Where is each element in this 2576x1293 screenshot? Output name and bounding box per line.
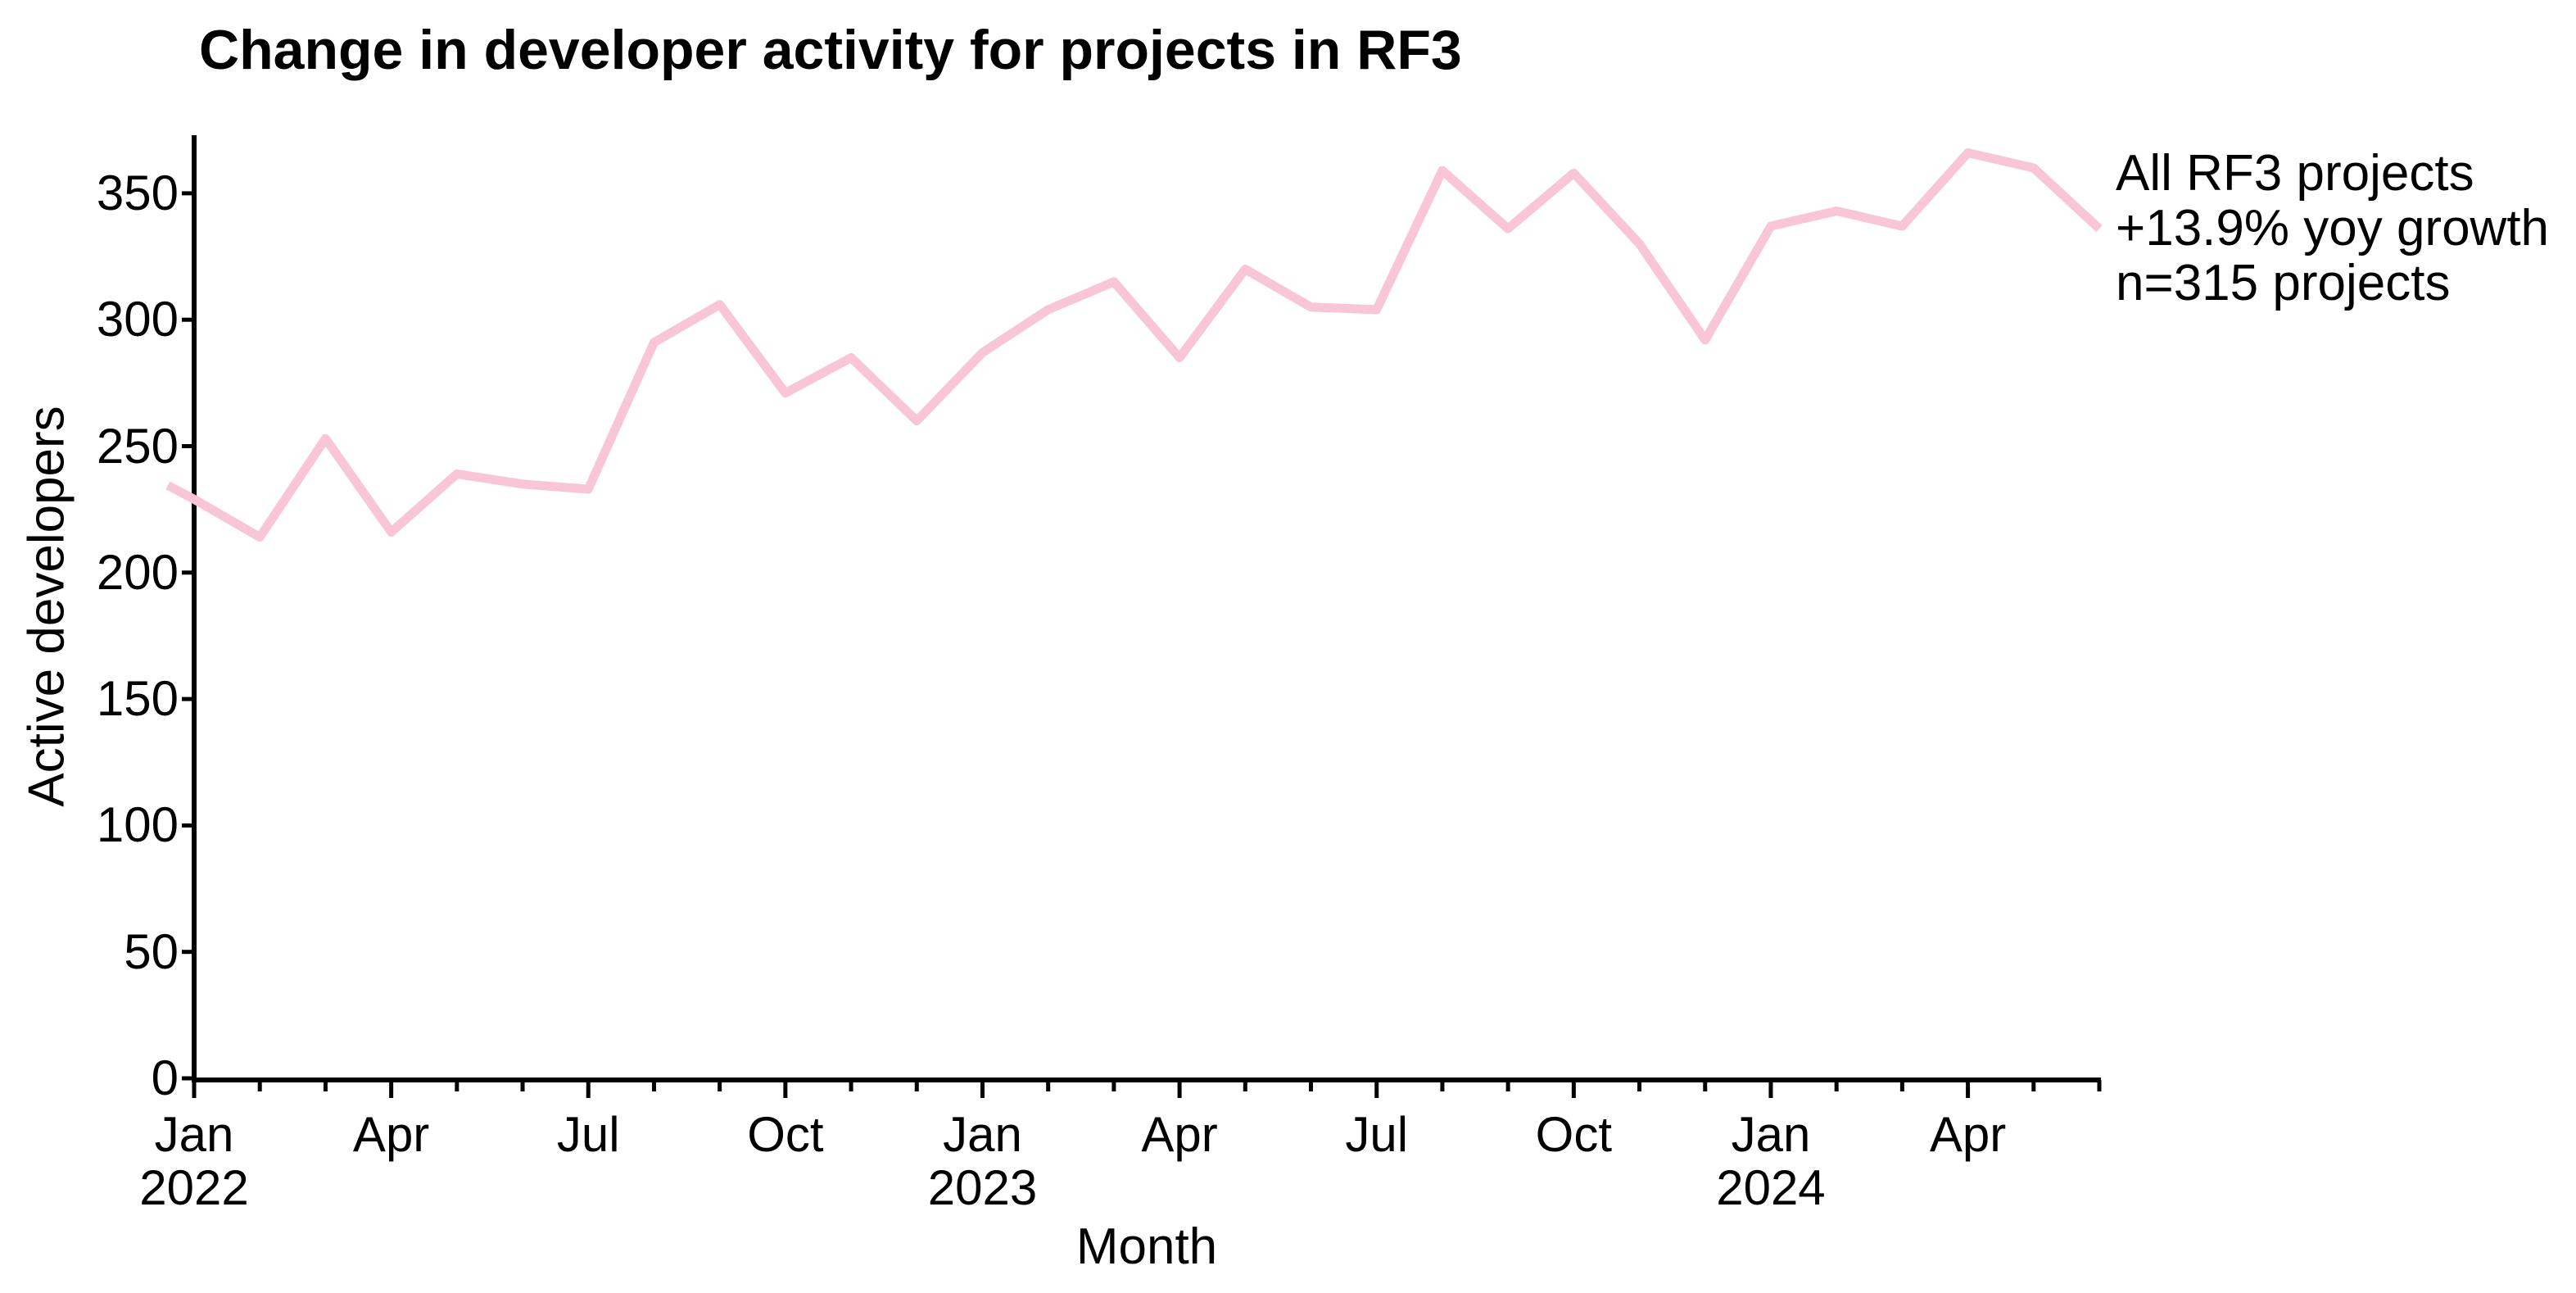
y-tick-label: 150 <box>96 671 179 727</box>
x-tick-label-month: Oct <box>747 1107 824 1162</box>
series-line-all-rf3-projects <box>165 148 2103 542</box>
x-tick-label-month: Apr <box>1141 1107 1218 1162</box>
y-tick-label: 50 <box>124 923 179 979</box>
y-tick-label: 200 <box>96 544 179 600</box>
x-tick-label-month: Jan <box>154 1107 234 1162</box>
x-tick-label-month: Jul <box>556 1107 620 1162</box>
x-tick-label-year: 2022 <box>139 1160 249 1215</box>
annotation-line: n=315 projects <box>2116 255 2451 311</box>
x-tick-label-year: 2023 <box>927 1160 1038 1215</box>
y-tick-label: 300 <box>96 292 179 347</box>
x-tick-label-month: Oct <box>1535 1107 1613 1162</box>
x-tick-label-month: Jul <box>1345 1107 1409 1162</box>
series-annotation: All RF3 projects +13.9% yoy growth n=315 p… <box>2116 146 2549 311</box>
x-axis-title: Month <box>1075 1218 1218 1275</box>
y-tick-label: 250 <box>96 418 179 474</box>
annotation-line: +13.9% yoy growth <box>2116 200 2550 256</box>
x-tick-label-year: 2024 <box>1716 1160 1826 1215</box>
annotation-line: All RF3 projects <box>2116 145 2474 202</box>
chart-title: Change in developer activity for project… <box>199 19 1462 81</box>
x-tick-label-month: Jan <box>1731 1107 1811 1162</box>
y-tick-label: 100 <box>96 797 179 853</box>
x-tick-label-month: Jan <box>943 1107 1022 1162</box>
x-tick-label-month: Apr <box>352 1107 430 1162</box>
y-tick-label: 0 <box>151 1050 179 1105</box>
x-tick-label-month: Apr <box>1929 1107 2007 1162</box>
y-tick-label: 350 <box>96 165 179 220</box>
